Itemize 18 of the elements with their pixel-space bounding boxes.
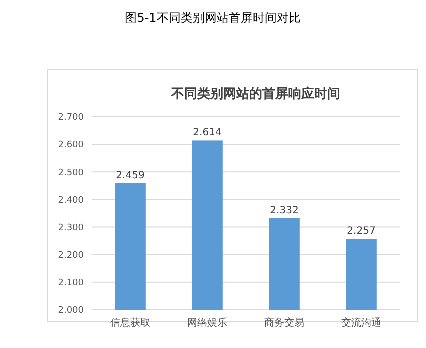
data-label: 2.614	[193, 128, 222, 139]
y-tick-label: 2.700	[58, 113, 84, 124]
data-label: 2.459	[116, 170, 145, 182]
y-tick-label: 2.300	[58, 223, 84, 234]
x-tick-label: 商务交易	[264, 317, 304, 329]
y-tick-label: 2.400	[58, 196, 84, 206]
y-tick-label: 2.600	[58, 140, 84, 151]
caption: 图5-1不同类别网站首屏时间对比	[125, 11, 301, 25]
chart-title: 不同类别网站的首屏响应时间	[170, 86, 340, 102]
y-tick-label: 2.100	[58, 278, 84, 289]
data-label: 2.332	[270, 205, 299, 216]
x-tick-label: 信息获取	[110, 317, 150, 329]
x-tick-label: 交流沟通	[342, 317, 382, 329]
data-label: 2.257	[347, 226, 376, 238]
y-tick-label: 2.000	[58, 306, 84, 316]
y-tick-label: 2.200	[58, 251, 84, 262]
y-tick-label: 2.500	[58, 168, 84, 178]
x-tick-label: 网络娱乐	[188, 317, 228, 329]
